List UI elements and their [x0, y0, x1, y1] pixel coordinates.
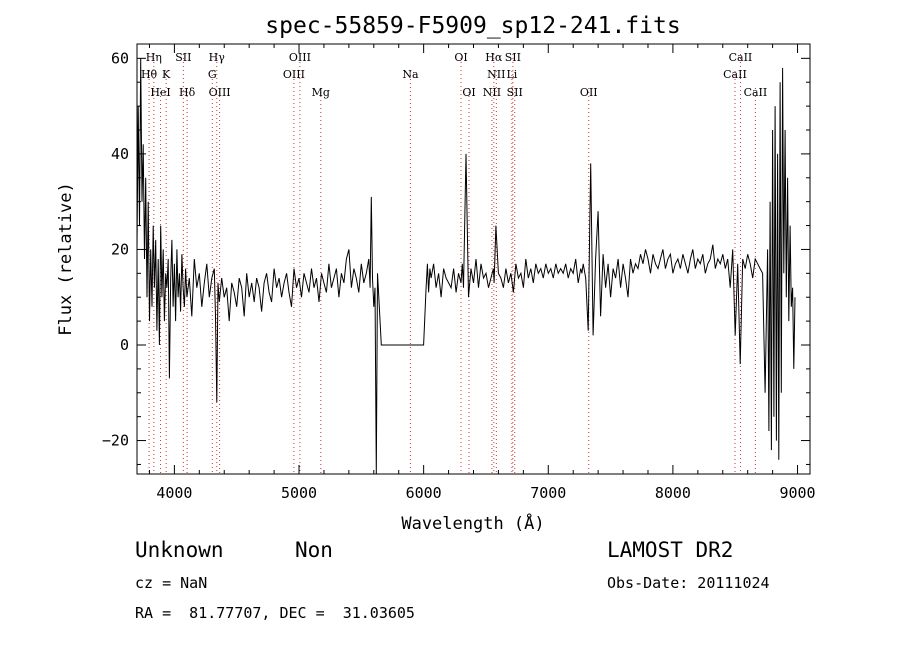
- y-tick-label: −20: [102, 432, 129, 450]
- obs-date: Obs-Date: 20111024: [607, 574, 770, 592]
- spectrum-line: [136, 58, 796, 475]
- line-label-7: G: [208, 68, 217, 81]
- line-label-8: OIII: [209, 86, 231, 99]
- y-tick-label: 0: [120, 336, 129, 354]
- subclass-label: Non: [295, 538, 333, 562]
- x-axis-ticks: 4000 5000 6000 7000 8000 9000: [148, 44, 816, 502]
- line-label-10: OIII: [283, 68, 305, 81]
- y-tick-label: 40: [111, 145, 129, 163]
- line-label-5: Hδ: [179, 86, 196, 99]
- line-label-6: Hγ: [209, 51, 226, 64]
- line-label-16: SII: [505, 51, 521, 64]
- line-label-11: Mg: [312, 86, 330, 99]
- y-tick-label: 60: [111, 49, 129, 67]
- line-label-12: Na: [402, 68, 419, 81]
- line-label-13: OI: [454, 51, 467, 64]
- line-label-17: NII: [487, 68, 505, 81]
- line-label-23: CaII: [723, 68, 747, 81]
- line-label-20: SII: [507, 86, 523, 99]
- coordinates: RA = 81.77707, DEC = 31.03605: [135, 604, 415, 622]
- y-tick-label: 20: [111, 240, 129, 258]
- x-tick-label: 9000: [779, 484, 815, 502]
- plot-frame: [136, 43, 811, 475]
- line-label-9: OIII: [289, 51, 311, 64]
- cz-value: cz = NaN: [135, 574, 208, 592]
- line-label-14: OI: [462, 86, 475, 99]
- line-label-15: Hα: [485, 51, 503, 64]
- line-label-4: SII: [175, 51, 191, 64]
- line-label-2: K: [162, 68, 171, 81]
- y-axis-ticks: −20 0 20 40 60: [102, 49, 810, 465]
- line-label-18: Li: [506, 68, 517, 81]
- survey-label: LAMOST DR2: [607, 538, 734, 562]
- line-label-24: CaII: [744, 86, 768, 99]
- x-tick-label: 4000: [156, 484, 192, 502]
- line-label-21: OII: [580, 86, 598, 99]
- line-label-22: CaII: [729, 51, 753, 64]
- x-tick-label: 6000: [406, 484, 442, 502]
- x-tick-label: 5000: [281, 484, 317, 502]
- class-label: Unknown: [135, 538, 224, 562]
- x-tick-label: 7000: [530, 484, 566, 502]
- line-label-1: Hθ: [141, 68, 158, 81]
- y-axis-label: Flux (relative): [56, 182, 76, 336]
- line-label-3: HeI: [150, 86, 170, 99]
- line-label-0: Hη: [146, 51, 162, 64]
- x-tick-label: 8000: [655, 484, 691, 502]
- chart-title: spec-55859-F5909_sp12-241.fits: [265, 13, 680, 39]
- line-label-19: NII: [483, 86, 501, 99]
- x-axis-label: Wavelength (Å): [401, 512, 544, 534]
